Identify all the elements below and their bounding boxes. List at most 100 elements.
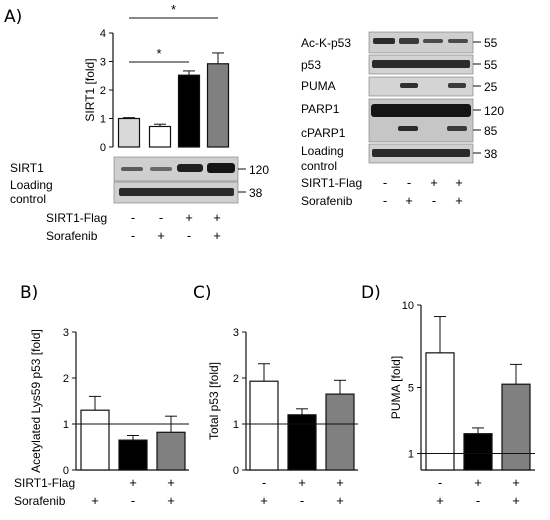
condition-label-sorafenib: Sorafenib [14,494,66,508]
marker-size-label: 120 [249,163,269,177]
y-tick-label: 3 [233,327,239,339]
blot-row-label: SIRT1 [10,161,44,175]
blot-band [373,38,395,44]
panel-label-b: B) [20,283,38,303]
condition-sign: + [455,175,463,190]
condition-sign: - [131,493,135,508]
y-tick-label: 2 [63,373,69,385]
significance-label: * [171,2,176,17]
y-tick-label: 0 [63,465,69,477]
blot-band [119,188,234,196]
bar [206,63,230,148]
condition-sign: + [436,493,444,508]
bar [80,409,110,471]
condition-sign: - [159,210,163,225]
condition-sign: + [298,475,306,490]
y-tick-label: 10 [402,300,414,312]
condition-sign: - [476,493,480,508]
condition-sign: + [213,210,221,225]
condition-sign: - [262,475,266,490]
blot-row-label: PUMA [301,79,336,93]
blot-band [398,126,418,131]
bar [425,352,455,471]
condition-sign: + [512,493,520,508]
condition-sign: + [405,193,413,208]
condition-sign: + [185,210,193,225]
blot-band [448,83,466,88]
bar [117,117,141,148]
marker-size-label: 55 [484,36,498,50]
y-tick-label: 0 [100,142,106,154]
bar [156,431,186,471]
y-axis-label: PUMA [fold] [389,356,403,419]
panel-label-d: D) [361,283,381,303]
condition-labels-a-left: SIRT1-Flag Sorafenib - - + + - + - + [46,210,221,243]
western-blot-p53-panel: Ac-K-p53 p53 PUMA PARP1 cPARP1 Loading c… [301,31,504,173]
condition-sign: + [129,475,137,490]
marker-size-label: 120 [484,104,504,118]
condition-sign: + [336,475,344,490]
bar [287,414,317,471]
condition-sign: - [383,175,387,190]
blot-row-label: Ac-K-p53 [301,36,351,50]
y-tick-label: 0 [233,465,239,477]
significance-label: * [156,46,161,61]
condition-sign: + [430,175,438,190]
condition-sign: + [260,493,268,508]
y-tick-label: 1 [233,419,239,431]
blot-band [177,164,203,172]
blot-band [400,83,418,88]
condition-labels-bottom: SIRT1-Flag Sorafenib + + - + + - + + - +… [14,475,520,508]
chart-panel-c: 0 1 2 3 Total p53 [fold] [207,327,358,477]
y-axis-label: Acetylated Lys59 p53 [fold] [29,329,43,473]
blot-band [423,39,443,43]
blot-band [121,167,143,171]
y-tick-label: 2 [233,373,239,385]
marker-size-label: 85 [484,124,498,138]
condition-sign: - [383,193,387,208]
chart-panel-d: 1 5 10 PUMA [fold] [389,300,535,471]
condition-sign: - [438,475,442,490]
condition-sign: + [336,493,344,508]
blot-row-label: Loading [10,178,53,192]
condition-sign: + [474,475,482,490]
blot-row-label: Loading [301,144,344,158]
panel-label-c: C) [193,283,212,303]
y-tick-label: 3 [63,327,69,339]
condition-sign: - [131,210,135,225]
western-blot-sirt1: SIRT1 Loading control 120 38 [10,156,269,206]
blot-band [399,38,419,44]
bar [177,74,201,148]
y-tick-label: 1 [408,449,414,461]
bar [118,439,148,471]
blot-row-label: control [301,159,337,173]
blot-band [447,126,467,131]
bar [148,125,172,148]
condition-sign: + [213,228,221,243]
blot-band [448,39,468,43]
blot-row-label: p53 [301,58,321,72]
y-tick-label: 3 [100,57,106,69]
bar [325,393,355,471]
condition-sign: - [131,228,135,243]
y-tick-label: 5 [408,383,414,395]
marker-size-label: 38 [484,147,498,161]
y-tick-label: 4 [100,28,106,40]
condition-sign: - [407,175,411,190]
marker-size-label: 38 [249,186,263,200]
blot-band [372,149,470,157]
condition-sign: + [157,228,165,243]
bar [501,383,531,471]
chart-panel-a: 0 1 2 3 4 SIRT1 [fold] * * [83,2,230,154]
y-tick-label: 1 [100,114,106,126]
blot-band [207,163,235,173]
blot-band [372,60,470,68]
blot-band [371,104,471,117]
y-tick-label: 1 [63,419,69,431]
condition-label-sorafenib: Sorafenib [301,194,353,208]
chart-panel-b: 0 1 2 3 Acetylated Lys59 p53 [fold] [29,327,189,477]
condition-sign: + [167,475,175,490]
blot-row-label: PARP1 [301,102,340,116]
y-axis-label: Total p53 [fold] [207,362,221,440]
